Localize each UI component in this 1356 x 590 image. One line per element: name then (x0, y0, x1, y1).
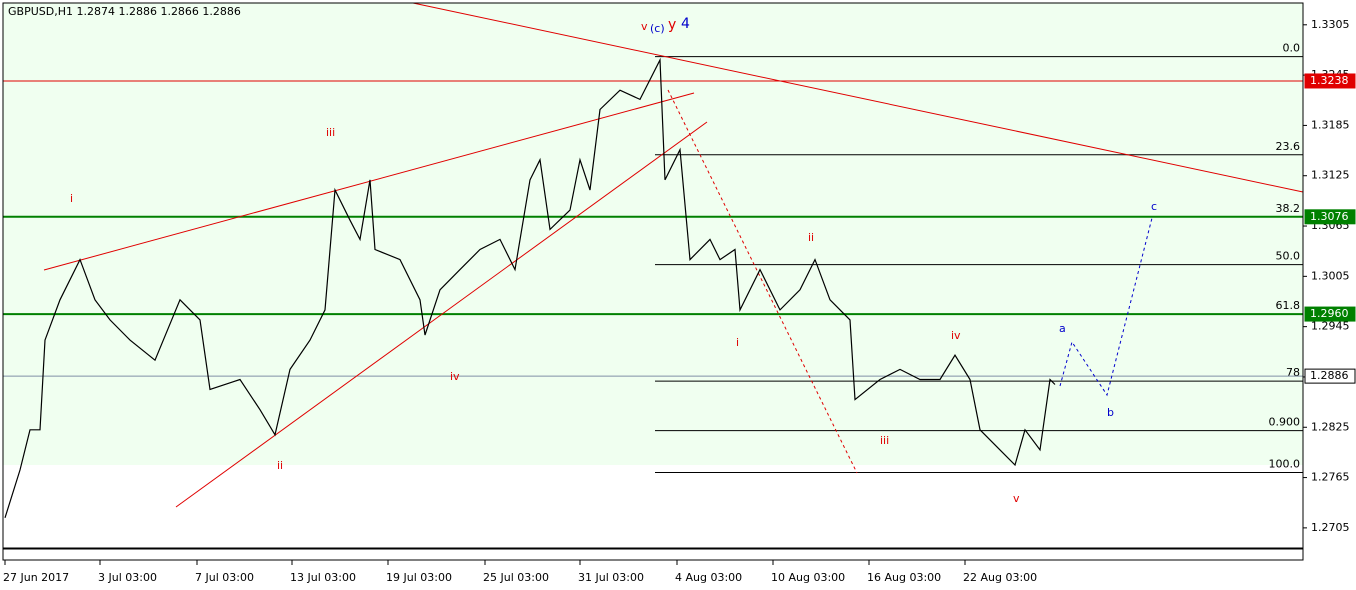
price-tag (1304, 209, 1356, 225)
y-tick-label: 1.2825 (1311, 420, 1350, 433)
trend-line (43, 92, 695, 271)
y-tick-label: 1.3005 (1311, 269, 1350, 282)
fib-label: 23.6 (1276, 140, 1301, 153)
x-tick-label: 13 Jul 03:00 (290, 571, 356, 584)
plot-frame (2, 2, 1304, 549)
wave-label: ii (277, 459, 283, 472)
fib-label: 0.900 (1269, 416, 1301, 429)
price-tag (1304, 73, 1356, 89)
price-tag-label: 1.3076 (1310, 210, 1349, 223)
wave-label: b (1107, 406, 1114, 419)
wave-labels: v (c) y 4 i iii ii iv i ii iii iv v a b … (70, 16, 1157, 505)
x-tick-label: 10 Aug 03:00 (771, 571, 845, 584)
y-tick-label: 1.2765 (1311, 471, 1350, 484)
shaded-zone (3, 3, 1303, 465)
y-tick-label: 1.3125 (1311, 169, 1350, 182)
x-tick-label: 22 Aug 03:00 (963, 571, 1037, 584)
x-tick-label: 3 Jul 03:00 (98, 571, 157, 584)
wave-label: v (1013, 492, 1020, 505)
wave-label: i (70, 192, 73, 205)
x-tick-label: 4 Aug 03:00 (675, 571, 742, 584)
trend-line (412, 2, 1304, 193)
wave-label: 4 (681, 16, 690, 32)
x-tick-label: 25 Jul 03:00 (483, 571, 549, 584)
y-tick-label: 1.2705 (1311, 521, 1350, 534)
x-tick-label: 7 Jul 03:00 (195, 571, 254, 584)
trend-line (175, 121, 708, 508)
y-tick-label: 1.3305 (1311, 18, 1350, 31)
price-tag-label: 1.2960 (1310, 307, 1349, 320)
price-tag (1304, 368, 1356, 384)
wave-label: i (736, 336, 739, 349)
projection (1059, 217, 1153, 397)
fib-label: 78 (1286, 366, 1300, 379)
wave-label: v (641, 20, 648, 33)
indicator-strip (2, 548, 1304, 561)
wave-label: y (668, 17, 676, 33)
y-tick-label: 1.2945 (1311, 320, 1350, 333)
wave-label: iii (880, 434, 889, 447)
price-tag-label: 1.3238 (1310, 74, 1349, 87)
trend-line (667, 89, 858, 474)
fib-label: 50.0 (1276, 250, 1301, 263)
price-line (4, 57, 1056, 518)
wave-label: iv (951, 329, 961, 342)
fib-label: 100.0 (1269, 458, 1301, 471)
wave-label: iv (450, 370, 460, 383)
fib-label: 38.2 (1276, 202, 1301, 215)
chart-title: GBPUSD,H1 1.2874 1.2886 1.2866 1.2886 (8, 5, 241, 18)
price-tag (1304, 306, 1356, 322)
y-tick-label: 1.3185 (1311, 118, 1350, 131)
x-tick-label: 31 Jul 03:00 (578, 571, 644, 584)
wave-label: (c) (650, 22, 665, 35)
x-tick-label: 16 Aug 03:00 (867, 571, 941, 584)
fib-label: 61.8 (1276, 299, 1301, 312)
x-tick-label: 19 Jul 03:00 (386, 571, 452, 584)
price-tag-label: 1.2886 (1310, 369, 1349, 382)
x-tick-label: 27 Jun 2017 (3, 571, 69, 584)
wave-label: a (1059, 322, 1066, 335)
fib-label: 0.0 (1283, 42, 1301, 55)
wave-label: iii (326, 126, 335, 139)
wave-label: ii (808, 231, 814, 244)
wave-label: c (1151, 200, 1157, 213)
